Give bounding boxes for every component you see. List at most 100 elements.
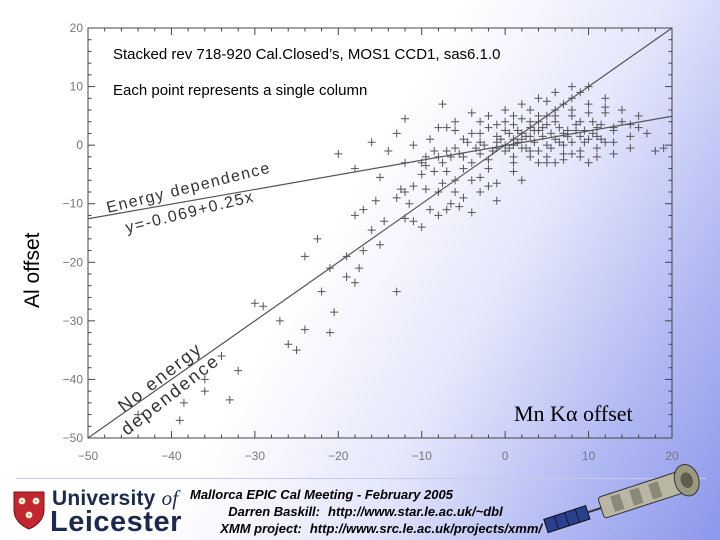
data-point [563, 126, 572, 135]
data-point [501, 106, 510, 114]
data-point [601, 138, 610, 147]
data-point [617, 117, 626, 126]
y-tick-label: 10 [70, 80, 84, 94]
x-tick-label: −20 [328, 449, 349, 463]
data-point [134, 410, 143, 419]
data-point [442, 147, 451, 155]
data-point [459, 193, 468, 202]
data-point [542, 120, 551, 129]
data-point [538, 132, 547, 141]
data-point [572, 120, 581, 129]
data-point [463, 138, 472, 147]
data-point [409, 182, 418, 191]
footer-project-label: XMM project: [220, 521, 302, 536]
data-point [551, 88, 560, 97]
data-point [426, 205, 435, 214]
footer-meeting: Mallorca EPIC Cal Meeting - February 200… [190, 487, 453, 502]
data-point [442, 123, 451, 132]
data-point [467, 176, 476, 185]
data-point [459, 135, 468, 144]
data-point [480, 141, 489, 150]
data-point [355, 264, 364, 273]
data-point [567, 138, 576, 147]
y-tick-label: −50 [63, 431, 84, 445]
data-point [434, 123, 443, 132]
data-point [626, 144, 635, 153]
data-point [551, 117, 560, 126]
data-point [534, 147, 543, 155]
data-point [376, 173, 384, 182]
data-point [567, 111, 576, 120]
plot-frame [87, 27, 673, 439]
data-point [580, 138, 589, 147]
x-axis-label: Mn Kα offset [514, 401, 633, 426]
data-point [200, 375, 209, 384]
data-point [584, 100, 593, 109]
university-crest-icon [13, 491, 45, 530]
y-tick-label: −40 [63, 372, 84, 386]
data-point [300, 325, 309, 334]
data-point [409, 141, 418, 150]
data-point [559, 129, 568, 138]
data-point [317, 287, 326, 296]
data-point [509, 120, 518, 129]
data-point [417, 158, 426, 167]
footer-author-url: http://www.star.le.ac.uk/~dbl [328, 504, 503, 519]
x-tick-label: −30 [245, 449, 266, 463]
data-point [517, 114, 526, 123]
data-point [522, 132, 530, 141]
data-point [380, 217, 389, 226]
data-point [476, 129, 485, 138]
data-point [417, 223, 426, 232]
data-point [492, 179, 501, 188]
data-point [517, 100, 526, 109]
data-point [509, 167, 518, 176]
data-point [430, 147, 439, 155]
data-point [484, 182, 493, 191]
data-point [576, 88, 585, 97]
data-point [584, 158, 593, 167]
data-point [597, 135, 606, 144]
data-point [325, 264, 334, 273]
data-point [434, 152, 443, 161]
data-point [467, 129, 476, 138]
data-point [179, 398, 188, 407]
data-point [442, 167, 451, 176]
data-point [530, 126, 539, 135]
data-point [476, 173, 485, 182]
data-point [234, 366, 243, 375]
data-point [484, 155, 493, 164]
data-point [488, 147, 497, 155]
data-point [401, 188, 410, 196]
data-point [376, 240, 384, 249]
university-logo-line1: University of [52, 486, 179, 510]
data-point [659, 144, 668, 153]
data-point [471, 144, 480, 153]
data-point [217, 352, 226, 360]
data-point [359, 205, 368, 214]
data-point [609, 149, 618, 158]
x-tick-label: 10 [582, 449, 596, 463]
data-point [580, 126, 589, 135]
data-point [609, 123, 618, 132]
data-point [588, 117, 597, 126]
data-point [542, 97, 551, 106]
data-point [438, 179, 447, 188]
data-point [584, 108, 593, 117]
x-tick-label: −10 [412, 449, 433, 463]
data-point [225, 395, 234, 404]
data-point [476, 149, 485, 158]
data-point [530, 138, 539, 147]
data-point [588, 129, 597, 138]
data-point [517, 176, 526, 185]
data-point [484, 164, 493, 173]
data-point [492, 196, 501, 205]
data-point [367, 226, 376, 235]
data-point [438, 100, 447, 109]
chart-subtitle: Each point represents a single column [113, 82, 368, 99]
y-tick-label: −10 [63, 197, 84, 211]
data-point [538, 123, 547, 132]
data-point [634, 123, 643, 132]
data-point [509, 158, 518, 167]
data-point [451, 126, 460, 135]
